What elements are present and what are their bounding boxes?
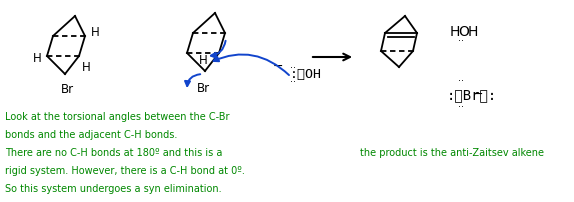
- Text: :​OH: :​OH: [290, 68, 322, 81]
- Text: H: H: [82, 61, 91, 74]
- FancyArrowPatch shape: [211, 42, 226, 59]
- Text: rigid system. However, there is a C-H bond at 0º.: rigid system. However, there is a C-H bo…: [5, 165, 245, 175]
- Text: So this system undergoes a syn elimination.: So this system undergoes a syn eliminati…: [5, 183, 222, 193]
- Text: :​Br​:: :​Br​:: [447, 87, 497, 101]
- Text: There are no C-H bonds at 180º and this is a: There are no C-H bonds at 180º and this …: [5, 147, 222, 157]
- Text: H: H: [450, 25, 460, 39]
- Text: O: O: [458, 25, 469, 39]
- Text: H: H: [33, 52, 42, 65]
- Text: Br: Br: [60, 83, 73, 96]
- Text: Look at the torsional angles between the C-Br: Look at the torsional angles between the…: [5, 112, 230, 121]
- Text: ··: ··: [290, 63, 296, 73]
- Text: −: −: [273, 59, 283, 72]
- Text: ··: ··: [458, 76, 464, 86]
- Text: ··: ··: [458, 36, 464, 46]
- Text: H: H: [468, 25, 478, 39]
- Text: H: H: [91, 26, 100, 39]
- FancyArrowPatch shape: [214, 55, 289, 76]
- Text: −: −: [473, 87, 483, 101]
- Text: ··: ··: [290, 77, 296, 87]
- FancyArrowPatch shape: [185, 75, 200, 87]
- Text: the product is the anti-Zaitsev alkene: the product is the anti-Zaitsev alkene: [360, 147, 544, 157]
- Text: ··: ··: [458, 101, 464, 112]
- Text: Br: Br: [196, 82, 210, 95]
- Text: bonds and the adjacent C-H bonds.: bonds and the adjacent C-H bonds.: [5, 129, 177, 139]
- Text: H: H: [199, 53, 207, 66]
